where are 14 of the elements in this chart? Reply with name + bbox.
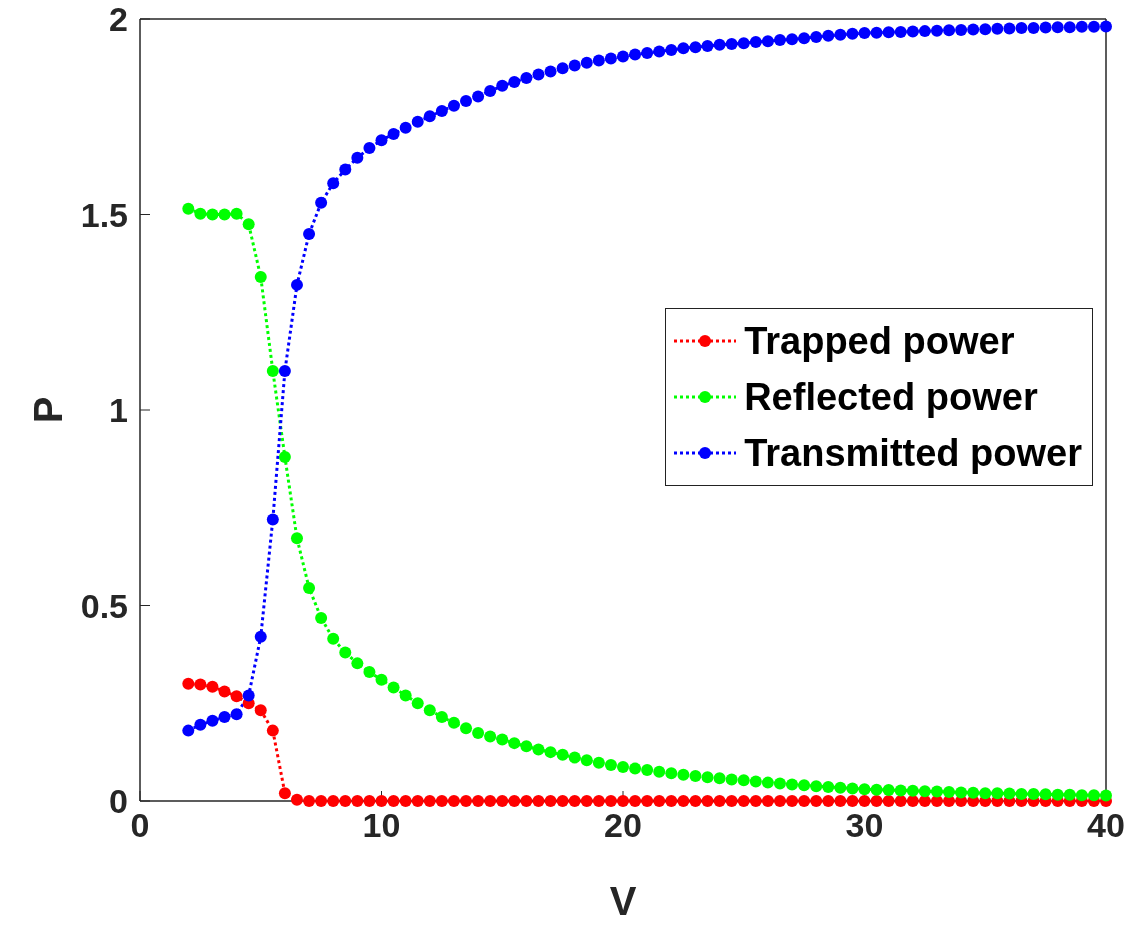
y-tick-label: 1 — [109, 391, 128, 430]
y-axis-title: P — [26, 396, 71, 424]
y-tick-label: 0 — [109, 782, 128, 821]
legend-label: Reflected power — [744, 375, 1038, 419]
x-tick-label: 30 — [845, 806, 884, 845]
legend-label: Transmitted power — [744, 431, 1082, 475]
x-axis-title: V — [609, 879, 637, 923]
x-tick-label: 10 — [362, 806, 401, 845]
x-tick-label: 40 — [1087, 806, 1125, 845]
y-tick-label: 0.5 — [80, 586, 128, 625]
x-tick-label: 20 — [604, 806, 642, 845]
legend-label: Trapped power — [744, 319, 1015, 363]
y-tick-label: 2 — [109, 0, 128, 39]
y-tick-label: 1.5 — [80, 195, 128, 234]
